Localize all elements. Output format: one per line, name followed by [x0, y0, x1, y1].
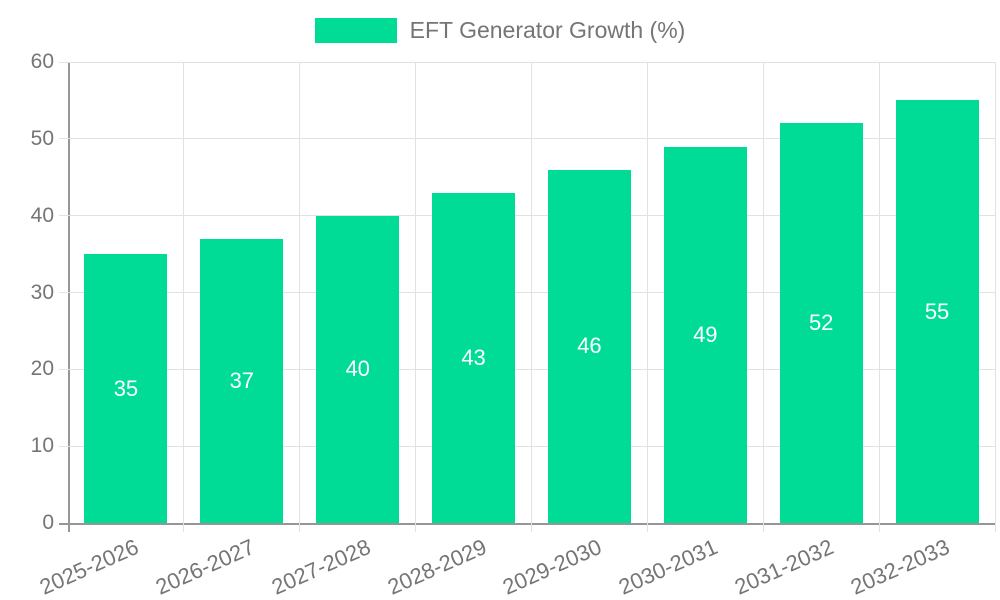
bar-value-label: 49 — [693, 321, 718, 347]
bar: 43 — [432, 192, 516, 523]
y-gridline — [59, 445, 995, 447]
x-gridline — [646, 62, 648, 532]
bar-value-label: 55 — [924, 298, 950, 324]
x-tick-label: 2032-2033 — [846, 534, 954, 600]
x-tick-label: 2028-2029 — [383, 534, 490, 600]
x-tick-label: 2030-2031 — [615, 534, 722, 600]
legend-swatch — [314, 18, 397, 43]
x-gridline — [531, 62, 532, 532]
bar: 35 — [84, 254, 168, 523]
y-gridline — [59, 368, 995, 370]
x-gridline — [994, 62, 996, 532]
x-axis-line — [59, 523, 995, 525]
bar: 55 — [895, 100, 979, 523]
x-gridline — [183, 62, 185, 532]
bar: 46 — [547, 169, 631, 523]
bar-value-label: 37 — [229, 367, 255, 393]
bar: 40 — [316, 215, 400, 523]
y-tick-label: 40 — [30, 203, 54, 227]
y-gridline — [59, 215, 995, 217]
x-gridline — [762, 62, 764, 532]
x-gridline — [415, 62, 417, 532]
x-tick-label: 2029-2030 — [499, 534, 606, 600]
y-tick-label: 0 — [42, 511, 54, 534]
x-gridline — [878, 62, 880, 532]
bar: 37 — [200, 238, 284, 523]
x-tick-label: 2031-2032 — [731, 534, 838, 600]
legend: EFT Generator Growth (%) — [0, 17, 1000, 44]
x-tick-label: 2027-2028 — [267, 534, 374, 600]
x-gridline — [299, 62, 301, 532]
bar-value-label: 40 — [345, 356, 370, 382]
plot-area: 0 10 20 30 40 50 60 35 2025-2026 37 2026-2027 40 202… — [31, 50, 996, 600]
y-tick-label: 60 — [30, 50, 54, 73]
bar-value-label: 52 — [808, 310, 834, 336]
y-gridline — [59, 292, 995, 293]
bar-value-label: 46 — [577, 333, 602, 359]
y-tick-label: 30 — [30, 280, 54, 304]
bar-value-label: 43 — [461, 344, 486, 370]
bar-value-label: 35 — [113, 375, 139, 401]
y-gridline — [59, 61, 995, 63]
y-axis-line — [68, 62, 70, 532]
y-tick-label: 20 — [30, 357, 54, 381]
x-tick-label: 2025-2026 — [35, 534, 143, 600]
legend-label: EFT Generator Growth (%) — [409, 17, 686, 43]
x-tick-label: 2026-2027 — [151, 534, 258, 600]
y-tick-label: 50 — [30, 126, 54, 150]
bar: 49 — [663, 146, 747, 523]
bar: 52 — [779, 123, 863, 523]
y-gridline — [59, 138, 995, 140]
y-tick-label: 10 — [30, 434, 54, 458]
